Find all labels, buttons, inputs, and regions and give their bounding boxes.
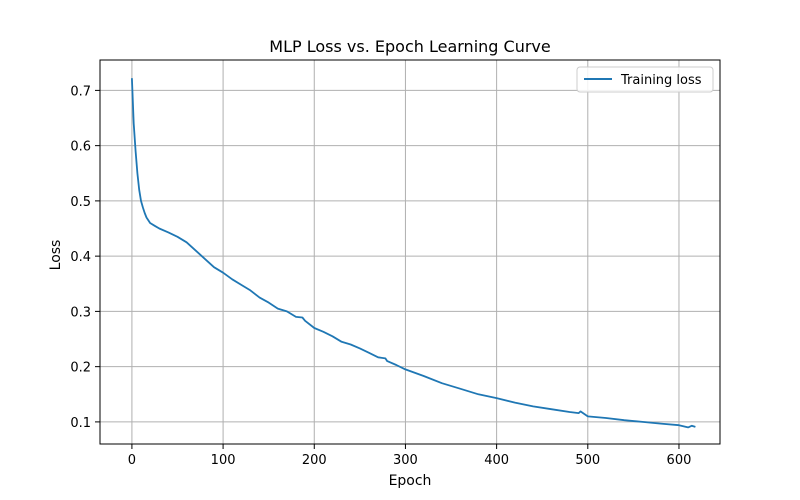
- x-tick-label: 300: [393, 453, 418, 468]
- legend-label-training-loss: Training loss: [620, 73, 702, 88]
- x-tick-label: 0: [128, 453, 136, 468]
- y-tick-label: 0.2: [70, 361, 91, 376]
- y-axis-title: Loss: [48, 240, 64, 271]
- legend: Training loss: [576, 66, 714, 93]
- chart-title: MLP Loss vs. Epoch Learning Curve: [269, 37, 550, 56]
- legend-box: [576, 66, 714, 93]
- x-axis-title: Epoch: [389, 473, 432, 489]
- x-tick-label: 400: [484, 453, 509, 468]
- x-tick-label: 200: [302, 453, 327, 468]
- x-axis-ticks: 0 100 200 300 400 500 600: [128, 444, 692, 468]
- grid: [100, 60, 720, 444]
- y-tick-label: 0.6: [70, 140, 91, 155]
- plot-area-frame: [99, 59, 721, 445]
- series-layer: [131, 78, 696, 429]
- x-tick-label: 500: [575, 453, 600, 468]
- x-tick-label: 100: [211, 453, 236, 468]
- y-tick-label: 0.7: [70, 84, 91, 99]
- series-line-training-loss: [131, 78, 696, 429]
- x-tick-label: 600: [667, 453, 692, 468]
- y-axis-ticks: 0.1 0.2 0.3 0.4 0.5 0.6 0.7: [70, 84, 100, 431]
- y-tick-label: 0.3: [70, 305, 91, 320]
- y-tick-label: 0.5: [70, 195, 91, 210]
- y-tick-label: 0.1: [70, 416, 91, 431]
- y-tick-label: 0.4: [70, 250, 91, 265]
